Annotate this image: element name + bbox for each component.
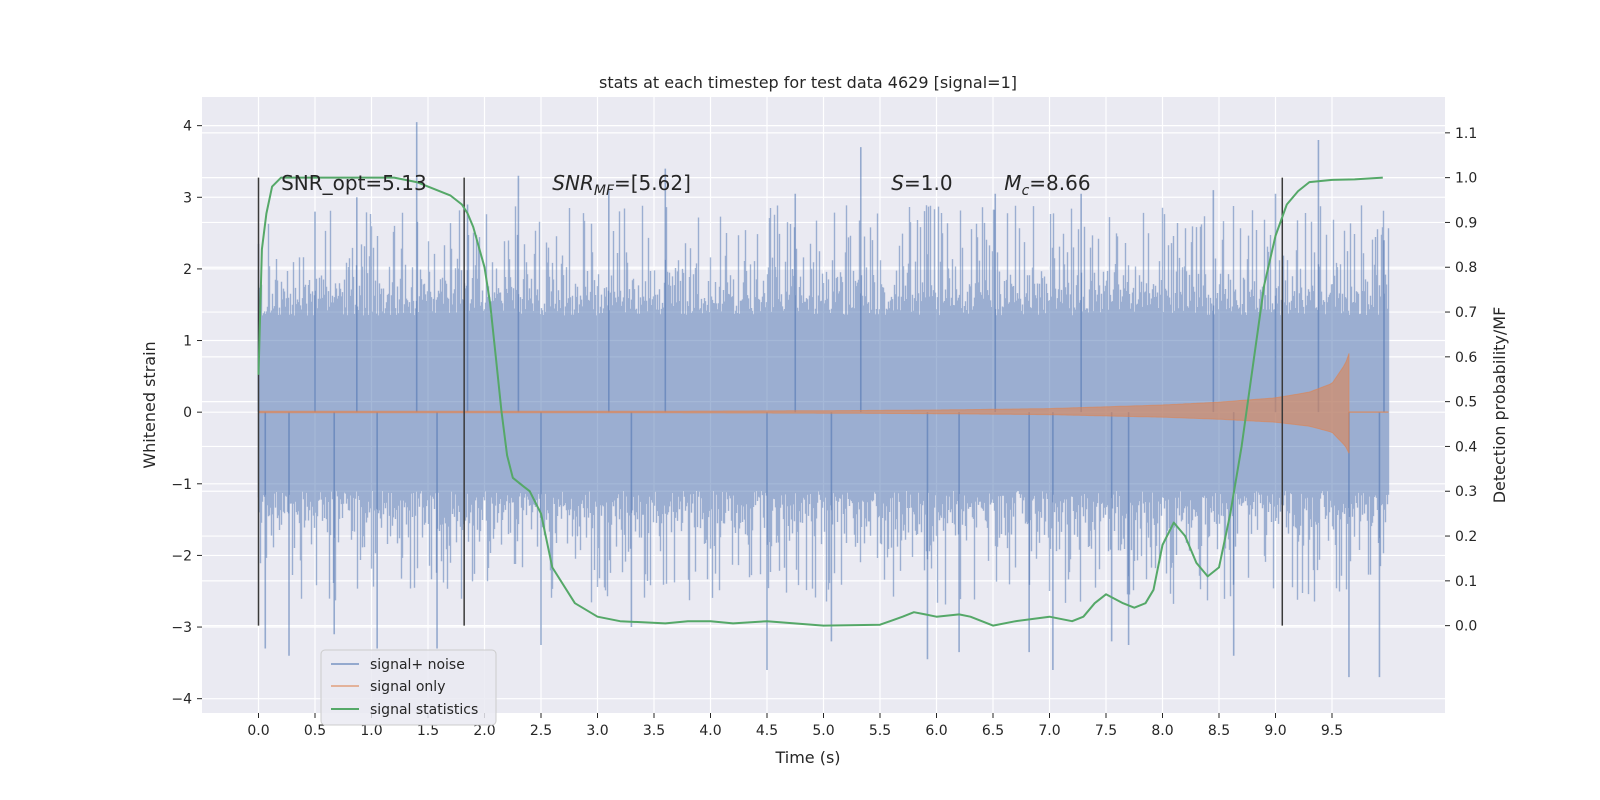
x-tick-label: 5.0 bbox=[812, 723, 834, 739]
y-tick-label-right: 0.2 bbox=[1455, 529, 1477, 545]
x-tick-label: 4.0 bbox=[699, 723, 721, 739]
x-tick-label: 9.0 bbox=[1264, 723, 1286, 739]
legend-label-signal-statistics: signal statistics bbox=[370, 702, 478, 718]
x-tick-label: 8.5 bbox=[1208, 723, 1230, 739]
x-tick-label: 3.5 bbox=[643, 723, 665, 739]
y-tick-label: −4 bbox=[171, 692, 192, 708]
x-tick-label: 0.5 bbox=[304, 723, 326, 739]
x-tick-label: 2.5 bbox=[530, 723, 552, 739]
y-tick-label: −1 bbox=[171, 477, 192, 493]
y-tick-label-right: 0.8 bbox=[1455, 260, 1477, 276]
y-tick-label: −3 bbox=[171, 620, 192, 636]
y-tick-label: 0 bbox=[183, 405, 192, 421]
x-tick-label: 8.0 bbox=[1151, 723, 1173, 739]
y-tick-label-right: 0.9 bbox=[1455, 215, 1477, 231]
x-tick-label: 1.5 bbox=[417, 723, 439, 739]
y-tick-label-right: 0.7 bbox=[1455, 305, 1477, 321]
x-tick-label: 0.0 bbox=[247, 723, 269, 739]
annotation-2: S=1.0 bbox=[891, 171, 952, 195]
series-signal-statistics bbox=[257, 176, 1383, 627]
vertical-markers bbox=[257, 177, 1284, 626]
x-tick-label: 4.5 bbox=[756, 723, 778, 739]
x-tick-label: 6.0 bbox=[925, 723, 947, 739]
y-tick-label-right: 1.1 bbox=[1455, 126, 1477, 142]
y-axis-ticks-right: 1.1 1.0 0.9 0.8 0.7 0.6 0.5 0.4 0.3 0.2 0.1 0.0 bbox=[1445, 126, 1477, 635]
x-tick-label: 7.5 bbox=[1095, 723, 1117, 739]
y-axis-label-left: Whitened strain bbox=[140, 341, 159, 468]
chart-title: stats at each timestep for test data 462… bbox=[599, 73, 1017, 92]
y-tick-label-right: 0.0 bbox=[1455, 619, 1477, 635]
legend-label-signal-noise: signal+ noise bbox=[370, 657, 465, 673]
x-axis-label: Time (s) bbox=[774, 748, 840, 767]
annotation-3: Mc=8.66 bbox=[1004, 171, 1090, 199]
x-tick-label: 6.5 bbox=[982, 723, 1004, 739]
y-tick-label: −2 bbox=[171, 548, 192, 564]
y-tick-label-right: 0.4 bbox=[1455, 439, 1477, 455]
x-tick-label: 3.0 bbox=[586, 723, 608, 739]
x-tick-label: 2.0 bbox=[473, 723, 495, 739]
y-tick-label-right: 0.5 bbox=[1455, 395, 1477, 411]
y-tick-label-right: 0.3 bbox=[1455, 484, 1477, 500]
x-tick-label: 9.5 bbox=[1321, 723, 1343, 739]
y-axis-label-right: Detection probability/MF bbox=[1490, 307, 1509, 504]
legend-box bbox=[320, 649, 497, 726]
y-tick-label: 2 bbox=[183, 262, 192, 278]
y-tick-label: 1 bbox=[183, 334, 192, 350]
legend-label-signal-only: signal only bbox=[370, 679, 445, 695]
y-tick-label-right: 0.6 bbox=[1455, 350, 1477, 366]
x-tick-label: 5.5 bbox=[869, 723, 891, 739]
x-tick-label: 7.0 bbox=[1038, 723, 1060, 739]
annotation-1: SNRMF=[5.62] bbox=[552, 171, 691, 199]
series-signal-only bbox=[258, 353, 1389, 454]
y-tick-label: 4 bbox=[183, 119, 192, 135]
y-tick-label-right: 1.0 bbox=[1455, 171, 1477, 187]
signal-statistics-line bbox=[257, 176, 1383, 627]
annotations: SNR_opt=5.13 SNRMF=[5.62] S=1.0 Mc=8.66 bbox=[281, 171, 1090, 199]
x-axis-ticks: 0.0 0.5 1.0 1.5 2.0 2.5 3.0 3.5 4.0 4.5 5.0 5.5 6.0 6… bbox=[247, 713, 1343, 739]
legend: signal+ noise signal only signal statist… bbox=[320, 649, 497, 726]
signal-only-trace bbox=[258, 353, 1350, 454]
annotation-0: SNR_opt=5.13 bbox=[281, 171, 427, 195]
y-tick-label: 3 bbox=[183, 190, 192, 206]
y-tick-label-right: 0.1 bbox=[1455, 574, 1477, 590]
x-tick-label: 1.0 bbox=[360, 723, 382, 739]
y-axis-ticks-left: 4 3 2 1 0 −1 −2 −3 −4 bbox=[171, 119, 202, 708]
